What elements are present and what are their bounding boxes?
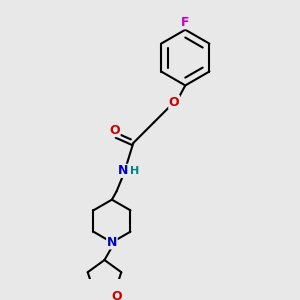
Text: N: N xyxy=(118,164,128,177)
Text: O: O xyxy=(110,124,120,136)
Text: O: O xyxy=(111,290,122,300)
Text: N: N xyxy=(107,236,117,249)
Text: F: F xyxy=(181,16,190,29)
Text: O: O xyxy=(169,96,179,109)
Text: H: H xyxy=(130,166,139,176)
